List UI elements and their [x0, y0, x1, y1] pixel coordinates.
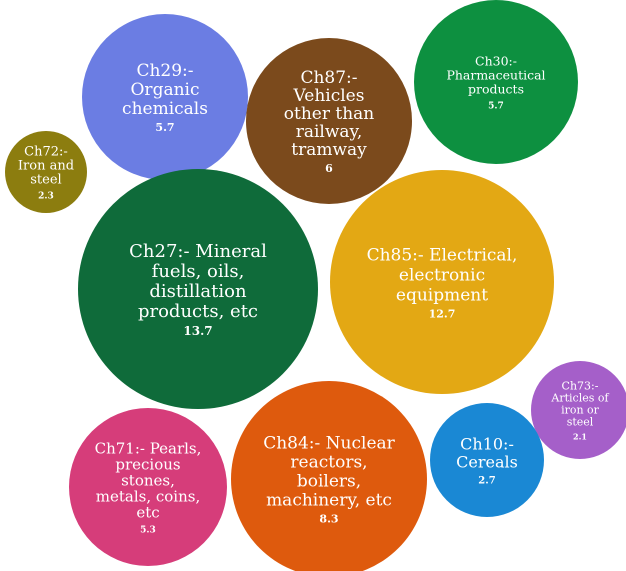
bubble-value-label: 5.7	[155, 121, 174, 134]
bubble-circle	[82, 14, 248, 180]
bubble-label-line: Ch84:- Nuclear	[263, 434, 395, 454]
bubble-label-line: distillation	[149, 281, 247, 302]
bubble-value-label: 6	[325, 162, 333, 175]
bubble-label-line: iron or	[561, 404, 600, 417]
bubble-circle	[5, 131, 87, 213]
bubble-value-label: 2.3	[38, 192, 54, 202]
bubble-label-line: Pharmaceutical	[446, 68, 545, 83]
bubble-label-line: Ch87:-	[300, 68, 357, 88]
bubble-label-line: tramway	[291, 140, 367, 160]
bubble-label-line: Ch71:- Pearls,	[95, 439, 202, 457]
bubble-label-line: metals, coins,	[96, 487, 200, 505]
bubble-9: Ch10:-Cereals 2.7	[430, 403, 544, 517]
bubble-label-line: fuels, oils,	[152, 261, 245, 282]
bubble-circle	[246, 38, 412, 204]
bubble-label-line: Ch72:-	[24, 145, 68, 160]
bubble-label-line: Ch85:- Electrical,	[367, 246, 518, 266]
bubble-circle	[231, 381, 427, 571]
bubble-value-label: 2.7	[478, 475, 495, 486]
bubble-label-line: other than	[284, 104, 375, 124]
bubble-label-line: Cereals	[456, 452, 518, 471]
bubble-label-line: chemicals	[122, 99, 208, 119]
bubble-label-line: Ch10:-	[460, 434, 514, 453]
bubble-8: Ch84:- Nuclearreactors,boilers,machinery…	[231, 381, 427, 571]
bubble-label-line: steel	[30, 173, 61, 188]
bubble-label-line: Vehicles	[293, 86, 365, 106]
bubble-label-line: Ch30:-	[475, 54, 517, 69]
bubble-label-line: reactors,	[290, 453, 367, 473]
bubble-label-line: Organic	[131, 80, 200, 100]
bubble-label-line: Ch29:-	[136, 61, 193, 81]
bubble-circle	[330, 170, 554, 394]
bubble-circle	[430, 403, 544, 517]
bubble-circle	[414, 0, 578, 164]
bubble-label-line: equipment	[396, 286, 488, 306]
bubble-value-label: 5.7	[488, 102, 504, 112]
bubble-label-line: products	[468, 82, 524, 97]
bubble-value-label: 5.3	[140, 525, 156, 535]
bubble-label-line: precious	[115, 455, 180, 473]
bubble-label-line: steel	[567, 416, 594, 429]
bubble-label-line: stones,	[121, 471, 175, 489]
bubble-label-line: products, etc	[138, 301, 258, 322]
bubble-label-line: railway,	[296, 122, 363, 142]
bubble-label-line: boilers,	[297, 472, 361, 492]
bubble-circle	[78, 169, 318, 409]
bubble-circle	[69, 408, 227, 566]
bubble-circle	[531, 361, 626, 459]
bubble-label-line: Iron and	[18, 159, 74, 174]
bubble-label-line: Ch27:- Mineral	[129, 241, 267, 262]
bubble-label-line: etc	[136, 503, 159, 521]
bubble-label-line: Articles of	[550, 392, 609, 405]
bubble-value-label: 2.1	[573, 432, 587, 442]
bubble-label-line: Ch73:-	[562, 380, 599, 393]
bubble-value-label: 8.3	[319, 513, 338, 526]
bubble-value-label: 13.7	[183, 324, 212, 338]
bubble-label-line: machinery, etc	[266, 491, 392, 511]
bubble-label-line: electronic	[399, 266, 485, 286]
bubble-value-label: 12.7	[429, 308, 456, 321]
